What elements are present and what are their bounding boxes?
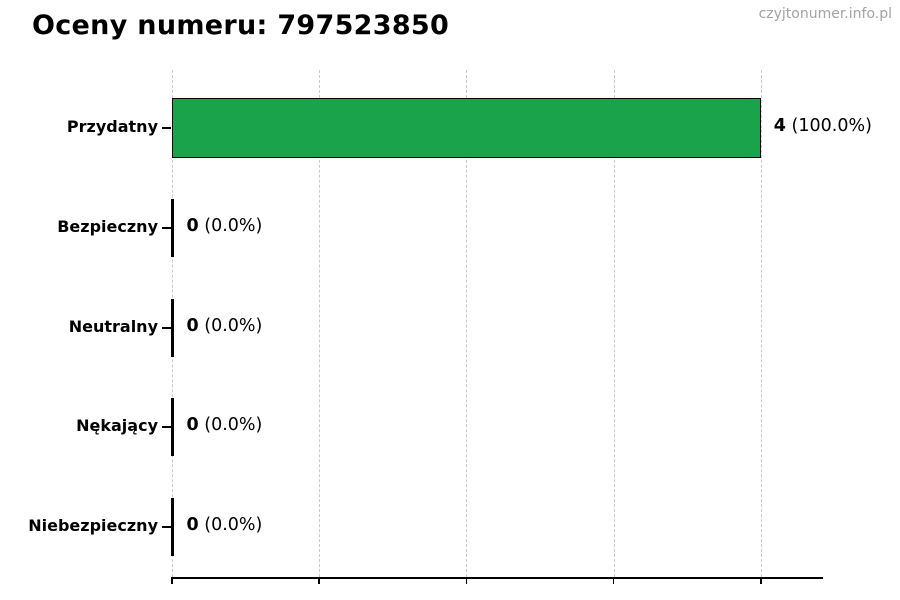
x-axis-tick: [171, 577, 173, 584]
bar-3: [171, 398, 174, 456]
x-axis-tick: [760, 577, 762, 584]
x-axis: [171, 577, 823, 579]
value-count: 0: [186, 515, 199, 535]
value-count: 0: [186, 316, 199, 336]
value-label-4: 0 (0.0%): [187, 515, 263, 535]
value-label-0: 4 (100.0%): [774, 116, 872, 136]
y-axis-tick: [162, 327, 171, 329]
value-percent: (0.0%): [198, 415, 263, 435]
watermark-text: czyjtonumer.info.pl: [758, 6, 892, 22]
bar-2: [171, 299, 174, 357]
category-label-1: Bezpieczny: [57, 217, 158, 236]
category-label-2: Neutralny: [68, 317, 158, 336]
gridline: [613, 70, 615, 577]
x-axis-tick: [465, 577, 468, 584]
value-label-1: 0 (0.0%): [187, 216, 263, 236]
y-axis-tick: [162, 227, 171, 229]
value-count: 4: [773, 116, 786, 136]
y-axis-tick: [162, 127, 171, 129]
value-count: 0: [186, 216, 199, 236]
value-percent: (0.0%): [198, 515, 263, 535]
bar-1: [171, 199, 174, 257]
category-label-0: Przydatny: [66, 117, 158, 136]
value-label-2: 0 (0.0%): [187, 316, 263, 336]
category-label-3: Nękający: [76, 416, 158, 435]
bar-0: [172, 98, 761, 158]
value-count: 0: [186, 415, 199, 435]
gridline: [319, 70, 321, 577]
page-title: Oceny numeru: 797523850: [32, 10, 450, 41]
y-axis-tick: [162, 526, 171, 528]
value-percent: (0.0%): [198, 316, 263, 336]
value-label-3: 0 (0.0%): [187, 415, 263, 435]
category-label-4: Niebezpieczny: [28, 516, 158, 535]
gridline: [760, 70, 762, 577]
x-axis-tick: [318, 577, 320, 584]
bar-4: [171, 498, 174, 556]
y-axis-tick: [162, 426, 171, 428]
value-percent: (0.0%): [198, 216, 263, 236]
value-percent: (100.0%): [785, 116, 872, 136]
gridline: [466, 70, 468, 577]
x-axis-tick: [612, 577, 615, 584]
